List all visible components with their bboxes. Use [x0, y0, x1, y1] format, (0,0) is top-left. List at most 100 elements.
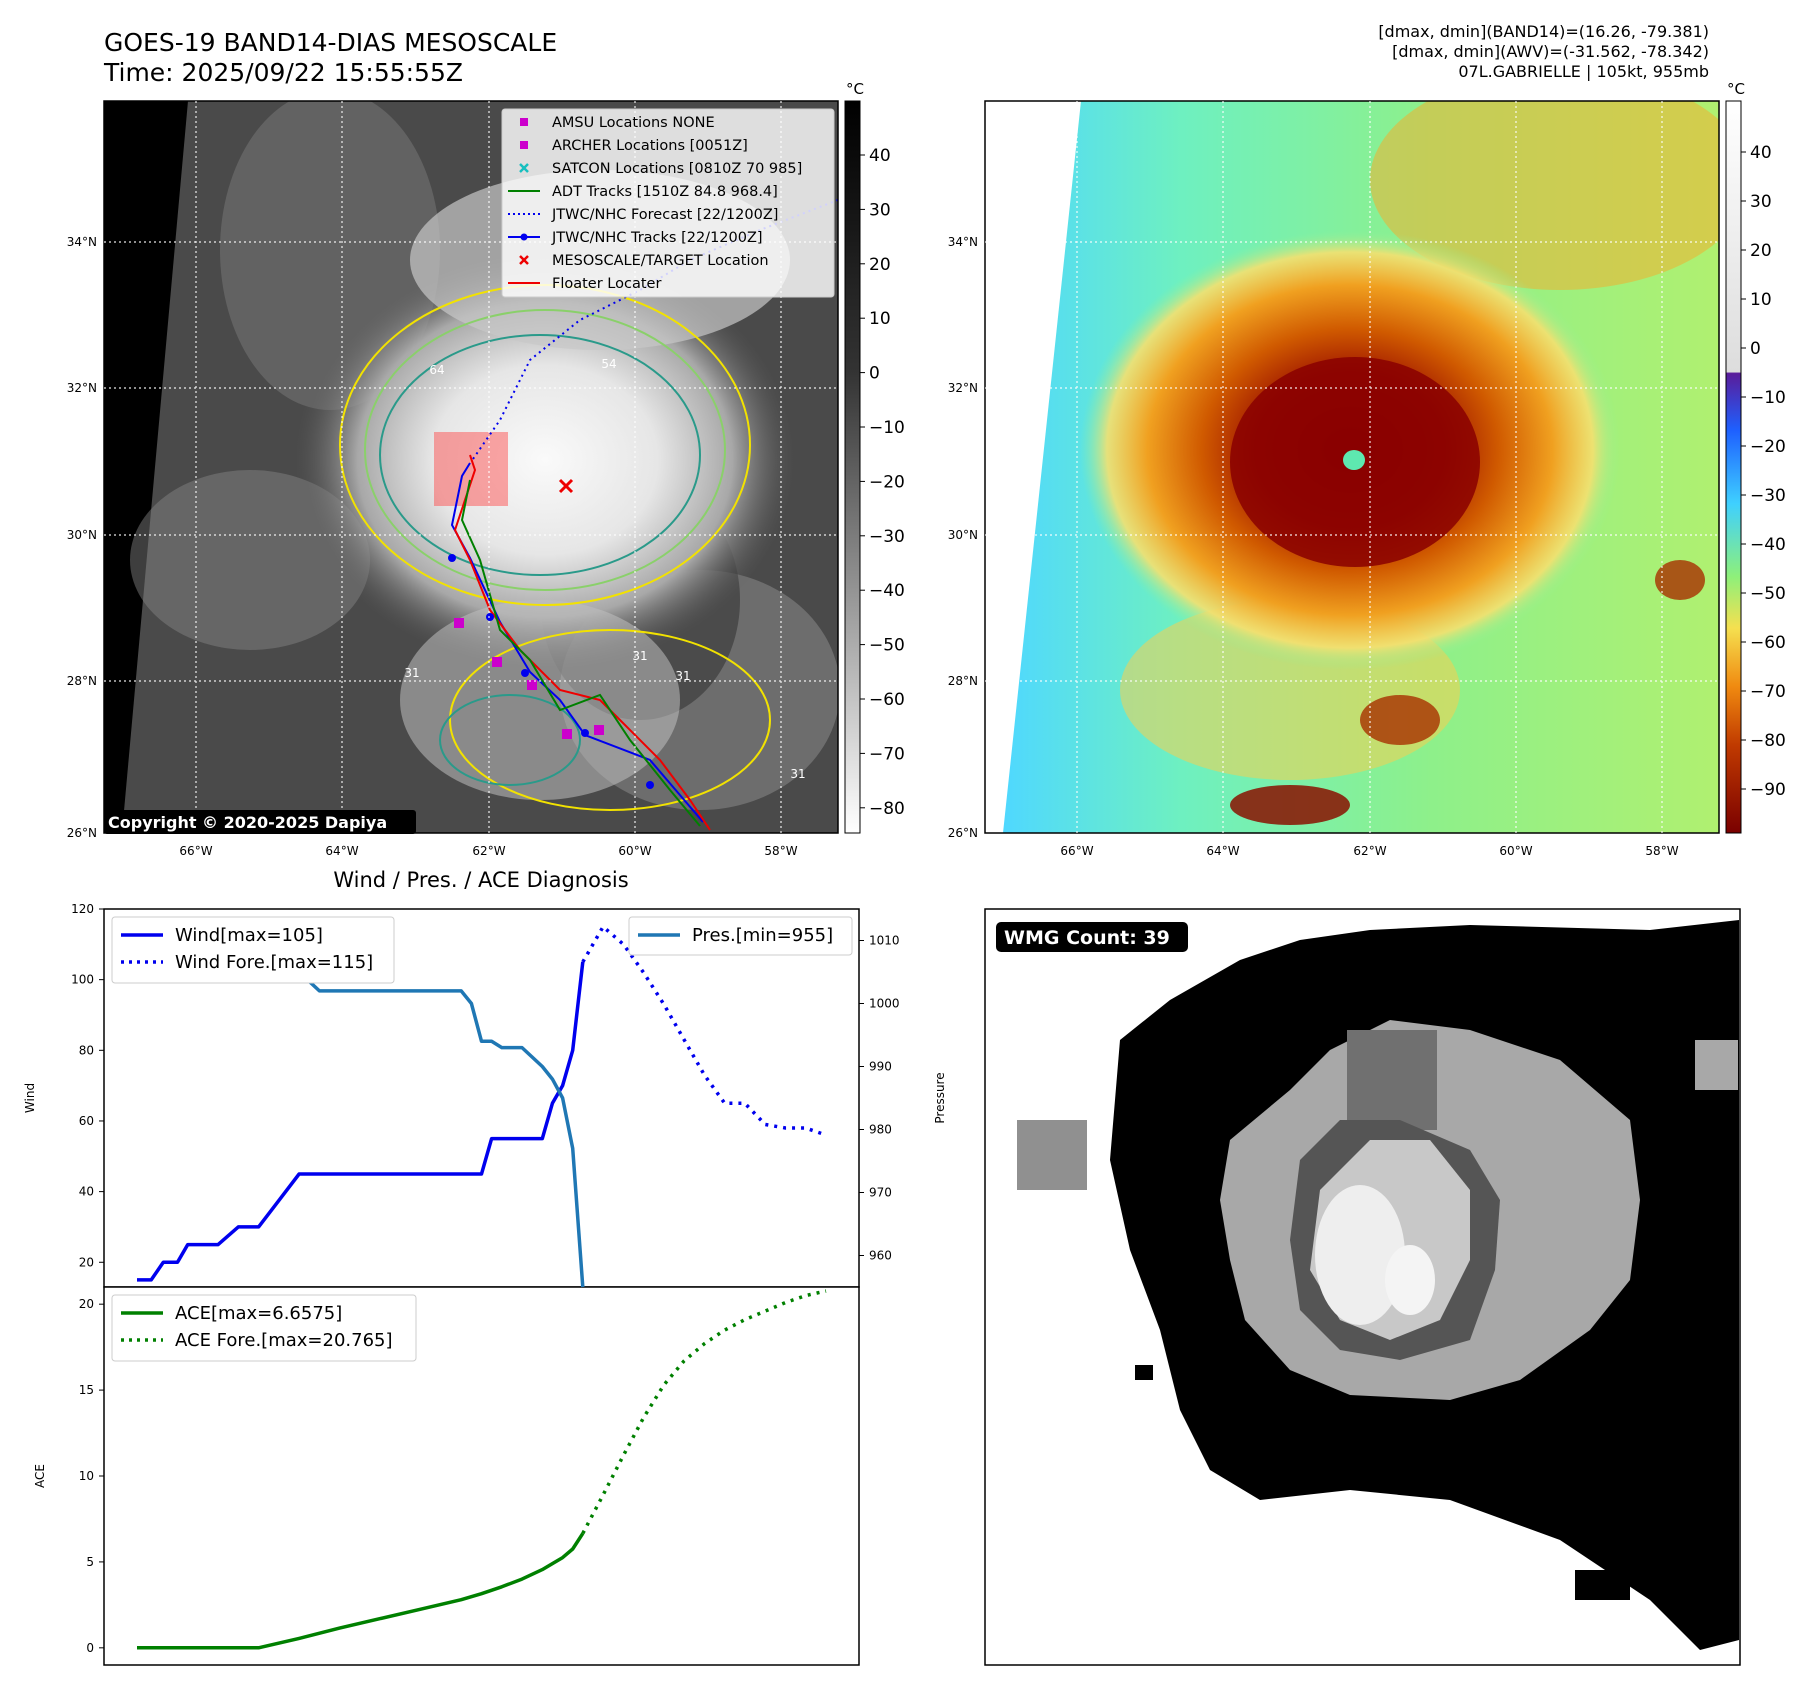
enh-colorbar-label: −10	[1750, 388, 1786, 408]
legend-floater-label: Floater Locater	[552, 276, 661, 292]
enh-colorbar-label: −30	[1750, 486, 1786, 506]
y2-tick-label: 1010	[869, 934, 900, 948]
enh-lon-label: 64°W	[1206, 844, 1239, 858]
y-tick-label: 60	[79, 1114, 94, 1128]
enhanced-image-panel	[985, 101, 1719, 833]
ace-legend: ACE[max=6.6575] ACE Fore.[max=20.765]	[111, 1294, 417, 1362]
pressure-legend: Pres.[min=955]	[628, 916, 853, 956]
wmg-grey-patch	[1017, 1120, 1087, 1190]
legend-tracks-label: JTWC/NHC Tracks [22/1200Z]	[551, 230, 763, 246]
y-tick-label: 20	[79, 1297, 94, 1311]
enh-lat-label: 28°N	[948, 674, 978, 688]
ir-colorbar-ticks: 40 30 20 10 0 −10 −20 −30 −40 −50 −60 −70 −80	[860, 146, 905, 819]
enh-colorbar-label: 0	[1750, 339, 1761, 359]
ir-colorbar-label: −50	[869, 636, 905, 656]
wmg-eye-bright	[1385, 1245, 1435, 1315]
legend-adt-label: ADT Tracks [1510Z 84.8 968.4]	[552, 184, 778, 200]
ir-lat-label: 26°N	[67, 826, 97, 840]
y2-tick-label: 990	[869, 1060, 892, 1074]
legend-ace-label: ACE[max=6.6575]	[175, 1303, 342, 1324]
ir-contour-label: 31	[675, 669, 690, 683]
legend-pressure-label: Pres.[min=955]	[692, 925, 833, 946]
wmg-grey-patch	[1695, 1040, 1738, 1090]
ir-track-point	[448, 554, 456, 562]
enh-colorbar-label: −60	[1750, 633, 1786, 653]
ace-axis-label: ACE	[33, 1464, 47, 1488]
series-line-1	[581, 1289, 827, 1535]
ir-lon-label: 64°W	[325, 844, 358, 858]
ir-lat-label: 30°N	[67, 528, 97, 542]
ace-legend-box	[111, 1294, 417, 1362]
ir-lat-label: 32°N	[67, 381, 97, 395]
ir-archer-marker	[594, 725, 604, 735]
y2-tick-label: 1000	[869, 997, 900, 1011]
title-product: GOES-19 BAND14-DIAS MESOSCALE	[104, 28, 558, 57]
ir-lon-label: 60°W	[618, 844, 651, 858]
legend-archer-label: ARCHER Locations [0051Z]	[552, 138, 748, 154]
enh-colorbar	[1725, 100, 1742, 834]
title-time: Time: 2025/09/22 15:55:55Z	[104, 58, 463, 87]
info-band14-range: [dmax, dmin](BAND14)=(16.26, -79.381)	[1378, 22, 1709, 41]
ir-legend: AMSU Locations NONE ARCHER Locations [00…	[501, 108, 835, 298]
wmg-eye-bright	[1315, 1185, 1405, 1325]
enh-colorbar-unit: °C	[1727, 80, 1745, 98]
wmg-pixel	[1575, 1570, 1630, 1600]
legend-archer-marker	[520, 141, 528, 149]
wmg-dark-block	[1347, 1030, 1437, 1130]
enh-colorbar-label: −80	[1750, 731, 1786, 751]
ir-contour-label: 31	[790, 767, 805, 781]
diag-chart-title: Wind / Pres. / ACE Diagnosis	[333, 868, 628, 892]
pressure-legend-box	[628, 916, 853, 956]
enh-lat-label: 30°N	[948, 528, 978, 542]
ir-best-track	[450, 462, 704, 823]
enh-lat-label: 32°N	[948, 381, 978, 395]
ir-colorbar-label: −10	[869, 418, 905, 438]
ir-no-data-wedge	[104, 101, 188, 833]
wind-legend-box	[111, 916, 395, 984]
wmg-count-text: WMG Count: 39	[1004, 927, 1170, 949]
ir-colorbar-label: −60	[869, 690, 905, 710]
ir-contour-label: 64	[429, 363, 444, 377]
ir-frame	[103, 100, 839, 834]
y-tick-label: 15	[79, 1383, 94, 1397]
enh-cell	[1230, 785, 1350, 825]
figure-title: GOES-19 BAND14-DIAS MESOSCALE Time: 2025…	[104, 28, 557, 88]
wind-axis-label: Wind	[23, 1083, 37, 1113]
ir-archer-marker	[492, 657, 502, 667]
wmg-pixel	[1135, 1365, 1153, 1380]
info-awv-range: [dmax, dmin](AWV)=(-31.562, -78.342)	[1392, 42, 1709, 61]
ir-contour-teal	[379, 334, 701, 576]
ir-lon-label: 66°W	[179, 844, 212, 858]
enh-lat-label: 34°N	[948, 235, 978, 249]
y-tick-label: 0	[86, 1641, 94, 1655]
legend-satcon-label: SATCON Locations [0810Z 70 985]	[552, 161, 802, 177]
legend-target-label: MESOSCALE/TARGET Location	[552, 253, 769, 269]
ir-track-point	[521, 669, 529, 677]
enh-colorbar-label: 40	[1750, 143, 1772, 163]
legend-amsu-label: AMSU Locations NONE	[552, 115, 715, 131]
enh-cell	[1655, 560, 1705, 600]
wmg-count-badge	[996, 922, 1188, 952]
legend-forecast-label: JTWC/NHC Forecast [22/1200Z]	[551, 207, 778, 223]
info-storm-summary: 07L.GABRIELLE | 105kt, 955mb	[1458, 62, 1709, 81]
ir-archer-marker	[527, 680, 537, 690]
series-line-0	[137, 961, 585, 1282]
enh-colorbar-ticks: 40 30 20 10 0 −10 −20 −30 −40 −50 −60 −70 −80 −90	[1741, 143, 1786, 800]
ir-lon-label: 62°W	[472, 844, 505, 858]
enh-cell	[1360, 695, 1440, 745]
y2-tick-label: 980	[869, 1123, 892, 1137]
storm-info: [dmax, dmin](BAND14)=(16.26, -79.381) [d…	[1378, 22, 1709, 82]
enh-colorbar-label: −70	[1750, 682, 1786, 702]
enh-lon-label: 58°W	[1645, 844, 1678, 858]
enh-frame	[984, 100, 1720, 834]
ir-colorbar-label: −20	[869, 472, 905, 492]
enh-colorbar-label: 20	[1750, 241, 1772, 261]
enh-lon-label: 66°W	[1060, 844, 1093, 858]
y2-tick-label: 970	[869, 1186, 892, 1200]
enh-colorbar-label: 10	[1750, 290, 1772, 310]
ir-contour-label: 31	[404, 666, 419, 680]
ir-lat-label: 34°N	[67, 235, 97, 249]
ir-colorbar-label: 20	[869, 255, 891, 275]
ir-colorbar-label: 30	[869, 200, 891, 220]
